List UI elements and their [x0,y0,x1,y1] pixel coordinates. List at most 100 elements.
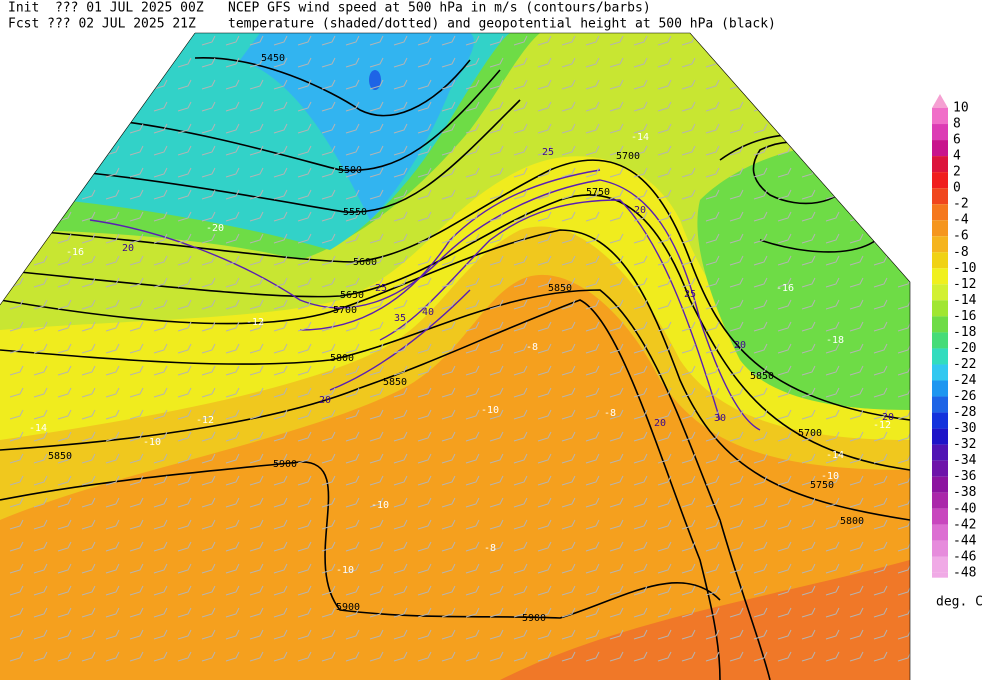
barb [321,585,336,596]
barb [585,563,600,574]
colorbar-swatch [932,444,948,461]
colorbar-unit: deg. C [936,595,983,610]
barb [297,57,312,68]
barb [513,321,528,332]
barb [417,57,432,68]
barb [753,79,768,90]
barb [9,57,24,68]
barb [801,563,816,574]
barb [321,519,336,530]
barb [225,519,240,530]
barb [777,453,792,464]
barb [393,79,408,90]
barb [681,343,696,354]
barb [417,255,432,266]
barb [225,365,240,376]
barb [321,167,336,178]
barb [609,453,624,464]
barb [57,343,72,354]
barb [489,563,504,574]
barb [345,123,360,134]
barb [201,563,216,574]
barb [321,629,336,640]
barb [57,607,72,618]
barb [753,651,768,662]
barb [873,343,888,354]
barb [249,35,264,46]
barb [177,57,192,68]
barb [153,277,168,288]
barb [537,431,552,442]
barb [513,387,528,398]
barb [201,211,216,222]
barb [681,563,696,574]
barb [369,57,384,68]
barb [537,79,552,90]
barb [345,563,360,574]
barb [753,167,768,178]
barb [33,343,48,354]
barb [729,189,744,200]
barb [249,299,264,310]
barb [561,167,576,178]
barb [513,343,528,354]
barb [105,497,120,508]
barb [777,563,792,574]
barb [561,519,576,530]
barb [537,233,552,244]
barb [345,35,360,46]
wind-contours [89,169,761,431]
barb [585,387,600,398]
barb [729,651,744,662]
barb [393,519,408,530]
barb [705,453,720,464]
barb [177,211,192,222]
barb [297,299,312,310]
temperature-label: -12 [246,317,264,328]
wind-label: 20 [734,340,746,351]
barb [777,585,792,596]
barb [585,629,600,640]
barb [249,145,264,156]
barb [177,189,192,200]
barb [513,607,528,618]
barb [753,585,768,596]
barb [465,79,480,90]
barb [777,123,792,134]
colorbar-label: 2 [953,165,961,180]
barb [609,651,624,662]
barb [105,189,120,200]
barb [417,541,432,552]
barb [609,607,624,618]
barb [201,299,216,310]
barb [225,255,240,266]
barb [657,299,672,310]
barb [849,101,864,112]
barb [513,541,528,552]
barb [201,321,216,332]
barb [873,299,888,310]
barb [369,651,384,662]
barb [849,563,864,574]
barb [801,431,816,442]
barb [369,189,384,200]
barb [153,563,168,574]
barb [57,453,72,464]
barb [537,585,552,596]
barb [489,123,504,134]
barb [129,453,144,464]
colorbar-swatch [932,300,948,317]
barb [33,189,48,200]
barb [657,651,672,662]
barb [753,189,768,200]
barb [33,123,48,134]
barb [513,35,528,46]
barb [177,387,192,398]
barb [753,145,768,156]
barb [153,211,168,222]
barb [873,519,888,530]
barb [273,629,288,640]
barb [201,607,216,618]
barb [633,123,648,134]
barb [297,365,312,376]
